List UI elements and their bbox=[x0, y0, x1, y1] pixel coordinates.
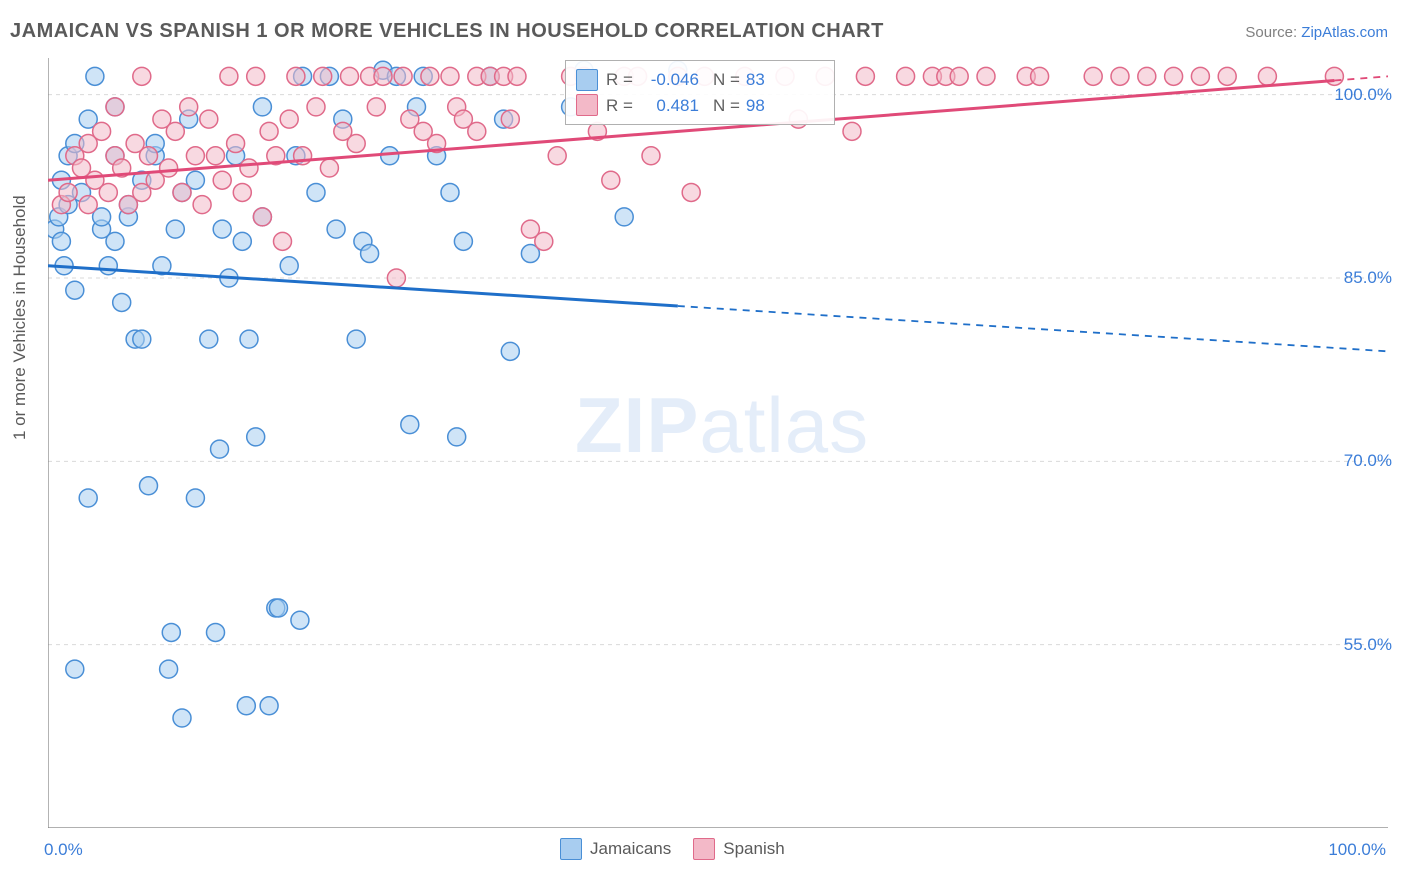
legend-item-jamaicans: Jamaicans bbox=[560, 838, 671, 860]
source-link[interactable]: ZipAtlas.com bbox=[1301, 24, 1388, 41]
n-label: N = bbox=[713, 93, 740, 119]
swatch-spanish bbox=[693, 838, 715, 860]
correlation-legend: R = -0.046 N = 83 R = 0.481 N = 98 bbox=[565, 60, 835, 125]
watermark-atlas: atlas bbox=[699, 381, 869, 469]
legend-label-jamaicans: Jamaicans bbox=[590, 839, 671, 859]
legend-row-spanish: R = 0.481 N = 98 bbox=[576, 93, 824, 119]
swatch-jamaicans bbox=[560, 838, 582, 860]
r-label: R = bbox=[606, 67, 633, 93]
y-tick-70: 70.0% bbox=[1344, 451, 1392, 471]
x-axis-max-label: 100.0% bbox=[1328, 840, 1386, 860]
x-axis-min-label: 0.0% bbox=[44, 840, 83, 860]
legend-row-jamaicans: R = -0.046 N = 83 bbox=[576, 67, 824, 93]
y-tick-100: 100.0% bbox=[1334, 85, 1392, 105]
r-label: R = bbox=[606, 93, 633, 119]
swatch-jamaicans bbox=[576, 69, 598, 91]
n-value-jamaicans: 83 bbox=[746, 67, 765, 93]
y-tick-85: 85.0% bbox=[1344, 268, 1392, 288]
y-tick-55: 55.0% bbox=[1344, 635, 1392, 655]
series-legend: Jamaicans Spanish bbox=[560, 838, 785, 860]
n-label: N = bbox=[713, 67, 740, 93]
swatch-spanish bbox=[576, 94, 598, 116]
r-value-jamaicans: -0.046 bbox=[639, 67, 699, 93]
watermark: ZIPatlas bbox=[575, 380, 869, 471]
chart-title: JAMAICAN VS SPANISH 1 OR MORE VEHICLES I… bbox=[10, 20, 884, 43]
y-axis-label: 1 or more Vehicles in Household bbox=[10, 195, 30, 440]
source-attribution: Source: ZipAtlas.com bbox=[1245, 24, 1388, 41]
legend-item-spanish: Spanish bbox=[693, 838, 784, 860]
legend-label-spanish: Spanish bbox=[723, 839, 784, 859]
watermark-zip: ZIP bbox=[575, 381, 699, 469]
r-value-spanish: 0.481 bbox=[639, 93, 699, 119]
n-value-spanish: 98 bbox=[746, 93, 765, 119]
source-label: Source: bbox=[1245, 24, 1301, 41]
